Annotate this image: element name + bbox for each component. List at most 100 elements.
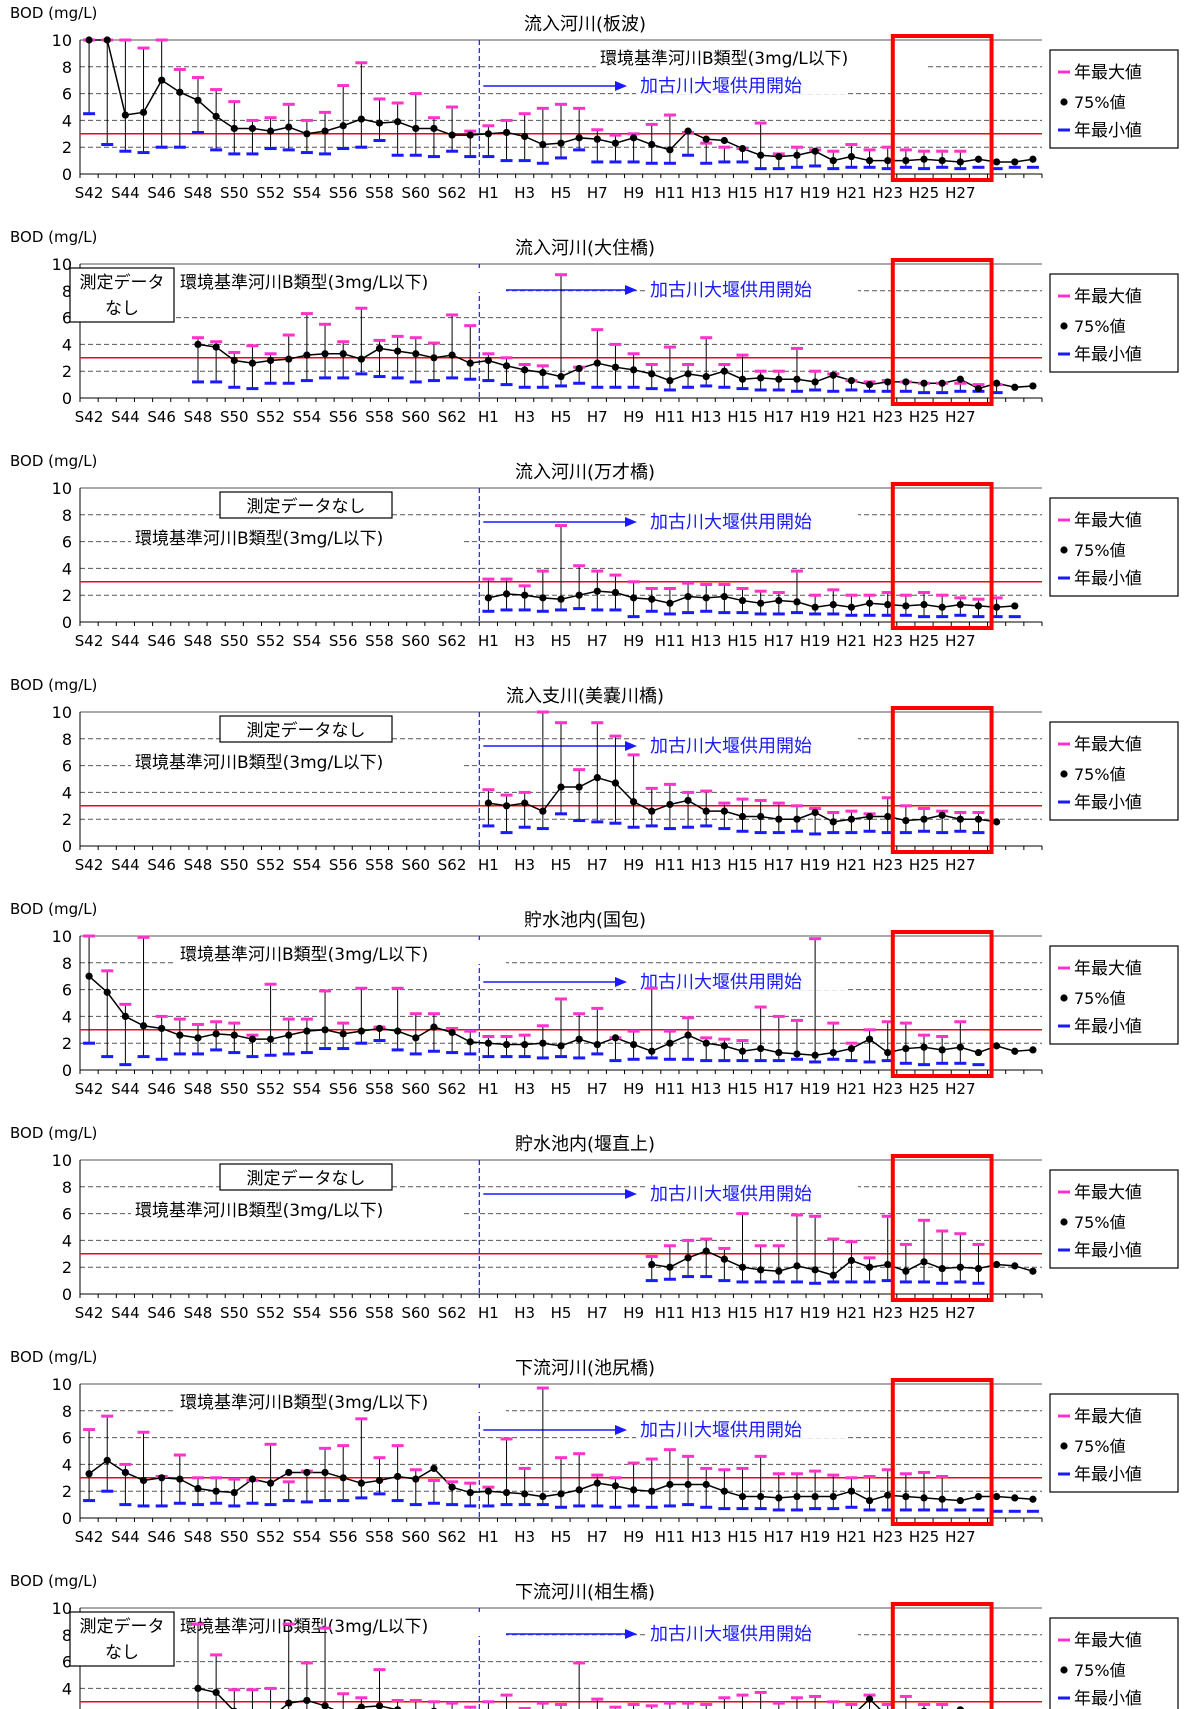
p75-point: [829, 600, 837, 609]
x-tick-label: H13: [691, 408, 721, 426]
p75-point: [139, 1022, 148, 1030]
p75-point: [684, 127, 692, 135]
x-tick-label: H27: [945, 1080, 975, 1098]
p75-point: [757, 151, 765, 159]
x-tick-label: H3: [514, 408, 535, 426]
p75-point: [956, 375, 964, 383]
x-tick-label: H19: [800, 856, 830, 874]
p75-point: [575, 1035, 583, 1043]
y-tick-label: 2: [62, 362, 72, 381]
x-tick-label: S52: [256, 184, 285, 202]
no-data-box: [69, 267, 175, 323]
p75-point: [865, 1496, 874, 1505]
p75-point: [702, 372, 710, 381]
x-tick-label: H21: [836, 1528, 866, 1546]
p75-point: [539, 368, 547, 377]
chart-panel: 0246810S42S44S46S48S50S52S54S56S58S60S62…: [10, 1572, 1179, 1709]
p75-point: [230, 1031, 238, 1039]
recent-years-highlight: [890, 930, 994, 1078]
x-tick-label: S46: [147, 632, 176, 650]
p75-point: [775, 1048, 783, 1057]
y-tick-label: 4: [62, 559, 72, 578]
p75-point: [884, 600, 892, 609]
p75-point: [303, 130, 311, 138]
p75-point: [103, 1456, 111, 1464]
p75-point: [648, 370, 656, 378]
p75-point: [702, 807, 710, 815]
x-tick-label: S46: [147, 184, 176, 202]
x-tick-label: H27: [945, 632, 975, 650]
p75-point: [321, 1468, 329, 1477]
x-tick-label: S60: [401, 184, 430, 202]
legend-box: [1049, 49, 1179, 149]
p75-point: [648, 807, 656, 815]
weir-label-bg: [636, 70, 848, 94]
legend-min-label: 年最小値: [1074, 121, 1142, 141]
p75-point: [757, 812, 765, 821]
recent-years-highlight: [890, 1154, 994, 1302]
legend-max-label: 年最大値: [1074, 735, 1142, 755]
p75-point: [865, 812, 874, 821]
x-tick-label: H19: [800, 1080, 830, 1098]
x-tick-label: S52: [256, 1304, 285, 1322]
p75-point: [176, 88, 184, 96]
p75-point: [502, 1488, 511, 1497]
weir-label-bg: [646, 274, 858, 298]
x-tick-label: S56: [329, 856, 358, 874]
p75-point: [920, 1494, 928, 1502]
p75-point: [448, 131, 456, 139]
p75-point: [521, 1490, 529, 1498]
y-tick-label: 10: [52, 1151, 72, 1170]
x-tick-label: H19: [800, 408, 830, 426]
x-tick-label: H5: [551, 1080, 572, 1098]
p75-point: [684, 1480, 692, 1489]
x-tick-label: H3: [514, 1304, 535, 1322]
x-tick-label: H13: [691, 632, 721, 650]
p75-point: [303, 1696, 311, 1705]
p75-point: [630, 366, 638, 374]
p75-point: [684, 796, 692, 805]
x-tick-label: H5: [551, 184, 572, 202]
p75-point: [121, 1012, 129, 1021]
p75-point: [865, 1035, 874, 1043]
p75-point: [339, 350, 347, 358]
x-tick-label: H15: [727, 1080, 757, 1098]
p75-point: [829, 1492, 837, 1501]
x-tick-label: H1: [478, 856, 499, 874]
legend-max-label: 年最大値: [1074, 1631, 1142, 1651]
x-tick-label: H9: [623, 856, 644, 874]
legend-box: [1049, 1393, 1179, 1493]
x-tick-label: H21: [836, 408, 866, 426]
x-tick-label: S54: [293, 1080, 322, 1098]
p75-point: [521, 366, 529, 374]
p75-point: [847, 1487, 856, 1495]
x-tick-label: S56: [329, 632, 358, 650]
weir-label: 加古川大堰供用開始: [650, 512, 812, 533]
x-tick-label: H17: [764, 1528, 794, 1546]
p75-point: [230, 1488, 238, 1497]
p75-point: [484, 1039, 492, 1047]
y-tick-label: 6: [62, 757, 72, 776]
p75-point: [829, 1271, 837, 1279]
p75-point: [593, 1479, 601, 1487]
p75-point: [920, 600, 928, 609]
p75-line: [651, 1250, 1034, 1277]
legend-max-label: 年最大値: [1074, 959, 1142, 979]
x-tick-label: S44: [111, 1304, 140, 1322]
y-tick-label: 2: [62, 586, 72, 605]
x-tick-label: H17: [764, 856, 794, 874]
standard-label-bg: [176, 268, 506, 292]
y-tick-label: 4: [62, 1231, 72, 1250]
x-tick-label: H17: [764, 1080, 794, 1098]
p75-point: [793, 1050, 801, 1058]
p75-point: [920, 155, 928, 163]
p75-point: [557, 139, 565, 147]
x-tick-label: S42: [75, 632, 104, 650]
x-tick-label: H7: [587, 408, 608, 426]
p75-point: [212, 112, 220, 120]
x-tick-label: S62: [438, 632, 467, 650]
weir-arrow-head: [625, 741, 637, 751]
x-tick-label: H23: [873, 632, 903, 650]
p75-point: [956, 1263, 964, 1271]
